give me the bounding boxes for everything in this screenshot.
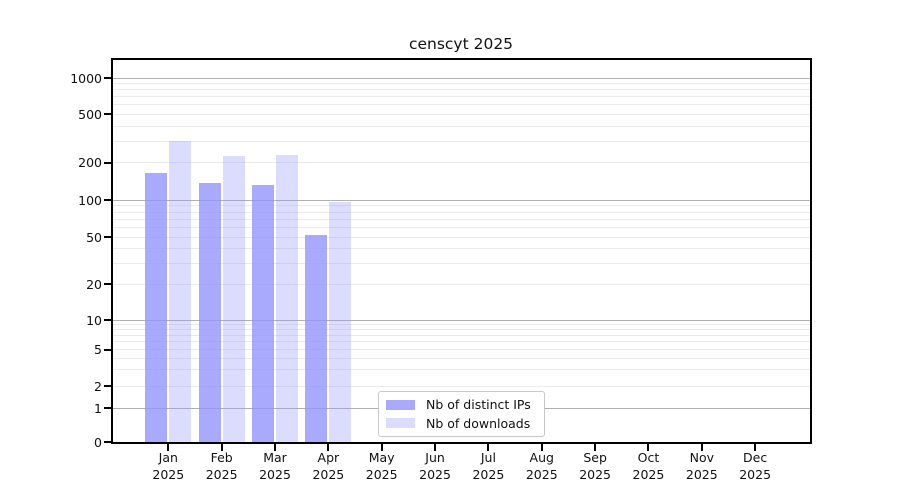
- x-tick-mark: [754, 444, 757, 451]
- legend-item-downloads: Nb of downloads: [386, 416, 537, 431]
- minor-gridline: [113, 83, 810, 85]
- x-tick-mark: [327, 444, 330, 451]
- y-tick-label: 1000: [70, 70, 102, 86]
- minor-gridline: [113, 236, 810, 238]
- minor-gridline: [113, 226, 810, 228]
- major-gridline: [113, 77, 810, 79]
- minor-gridline: [113, 283, 810, 285]
- minor-gridline: [113, 323, 810, 325]
- minor-gridline: [113, 357, 810, 359]
- legend: Nb of distinct IPs Nb of downloads: [378, 391, 545, 437]
- minor-gridline: [113, 162, 810, 164]
- x-tick-mark: [700, 444, 703, 451]
- y-tick-label: 20: [86, 276, 102, 292]
- x-tick-label: Feb 2025: [205, 450, 238, 482]
- minor-gridline: [113, 113, 810, 115]
- minor-gridline: [113, 140, 810, 142]
- y-tick-label: 100: [78, 192, 102, 208]
- legend-swatch-downloads: [386, 418, 415, 429]
- x-tick-mark: [647, 444, 650, 451]
- y-tick-label: 10: [86, 312, 102, 328]
- y-tick-label: 2: [94, 378, 102, 394]
- bar-distinct-ips: [145, 173, 168, 442]
- minor-gridline: [113, 104, 810, 106]
- x-tick-label: Aug 2025: [525, 450, 558, 482]
- y-tick-label: 200: [78, 155, 102, 171]
- minor-gridline: [113, 96, 810, 98]
- x-tick-mark: [487, 444, 490, 451]
- x-tick-mark: [434, 444, 437, 451]
- x-tick-label: Oct 2025: [632, 450, 665, 482]
- y-tick-mark: [104, 161, 111, 164]
- legend-label-downloads: Nb of downloads: [426, 415, 531, 431]
- minor-gridline: [113, 328, 810, 330]
- minor-gridline: [113, 334, 810, 336]
- minor-gridline: [113, 341, 810, 343]
- x-tick-label: Mar 2025: [259, 450, 291, 482]
- y-tick-label: 1: [94, 400, 102, 416]
- minor-gridline: [113, 125, 810, 127]
- x-tick-mark: [380, 444, 383, 451]
- y-tick-label: 0: [94, 434, 102, 450]
- y-tick-label: 5: [94, 342, 102, 357]
- bar-downloads: [276, 154, 298, 442]
- y-tick-mark: [104, 441, 111, 443]
- y-tick-mark: [104, 385, 111, 387]
- y-tick-mark: [104, 348, 111, 351]
- y-tick-mark: [104, 236, 111, 238]
- x-tick-label: Jun 2025: [419, 450, 451, 482]
- minor-gridline: [113, 369, 810, 371]
- minor-gridline: [113, 262, 810, 264]
- bar-distinct-ips: [198, 182, 221, 442]
- minor-gridline: [113, 211, 810, 213]
- x-tick-label: May 2025: [365, 450, 398, 482]
- minor-gridline: [113, 205, 810, 207]
- bar-distinct-ips: [252, 185, 274, 442]
- x-tick-label: Jul 2025: [472, 450, 505, 482]
- y-tick-label: 500: [78, 106, 102, 122]
- y-tick-label: 50: [86, 229, 102, 245]
- chart-title: censcyt 2025: [408, 35, 514, 53]
- x-tick-mark: [167, 444, 170, 451]
- x-tick-label: Dec 2025: [739, 450, 772, 482]
- x-tick-label: Apr 2025: [312, 450, 345, 482]
- bar-downloads: [222, 155, 245, 442]
- y-tick-mark: [104, 113, 111, 116]
- x-tick-mark: [540, 444, 543, 451]
- major-gridline: [113, 199, 810, 201]
- x-tick-mark: [274, 444, 276, 451]
- y-tick-mark: [104, 319, 111, 321]
- bar-downloads: [329, 201, 352, 442]
- bar-distinct-ips: [305, 234, 328, 442]
- x-tick-label: Jan 2025: [152, 450, 185, 482]
- x-tick-mark: [594, 444, 597, 451]
- legend-swatch-distinct-ips: [386, 399, 415, 410]
- major-gridline: [113, 319, 810, 321]
- y-tick-mark: [104, 283, 111, 285]
- minor-gridline: [113, 89, 810, 91]
- x-tick-label: Nov 2025: [685, 450, 718, 482]
- y-tick-mark: [104, 199, 111, 202]
- x-tick-mark: [220, 444, 223, 451]
- minor-gridline: [113, 218, 810, 220]
- y-tick-mark: [104, 77, 111, 79]
- legend-item-distinct-ips: Nb of distinct IPs: [386, 397, 537, 412]
- y-tick-mark: [104, 407, 111, 409]
- x-tick-label: Sep 2025: [579, 450, 611, 482]
- legend-label-distinct-ips: Nb of distinct IPs: [426, 397, 531, 413]
- minor-gridline: [113, 349, 810, 350]
- minor-gridline: [113, 247, 810, 249]
- minor-gridline: [113, 385, 810, 387]
- bar-downloads: [169, 141, 192, 442]
